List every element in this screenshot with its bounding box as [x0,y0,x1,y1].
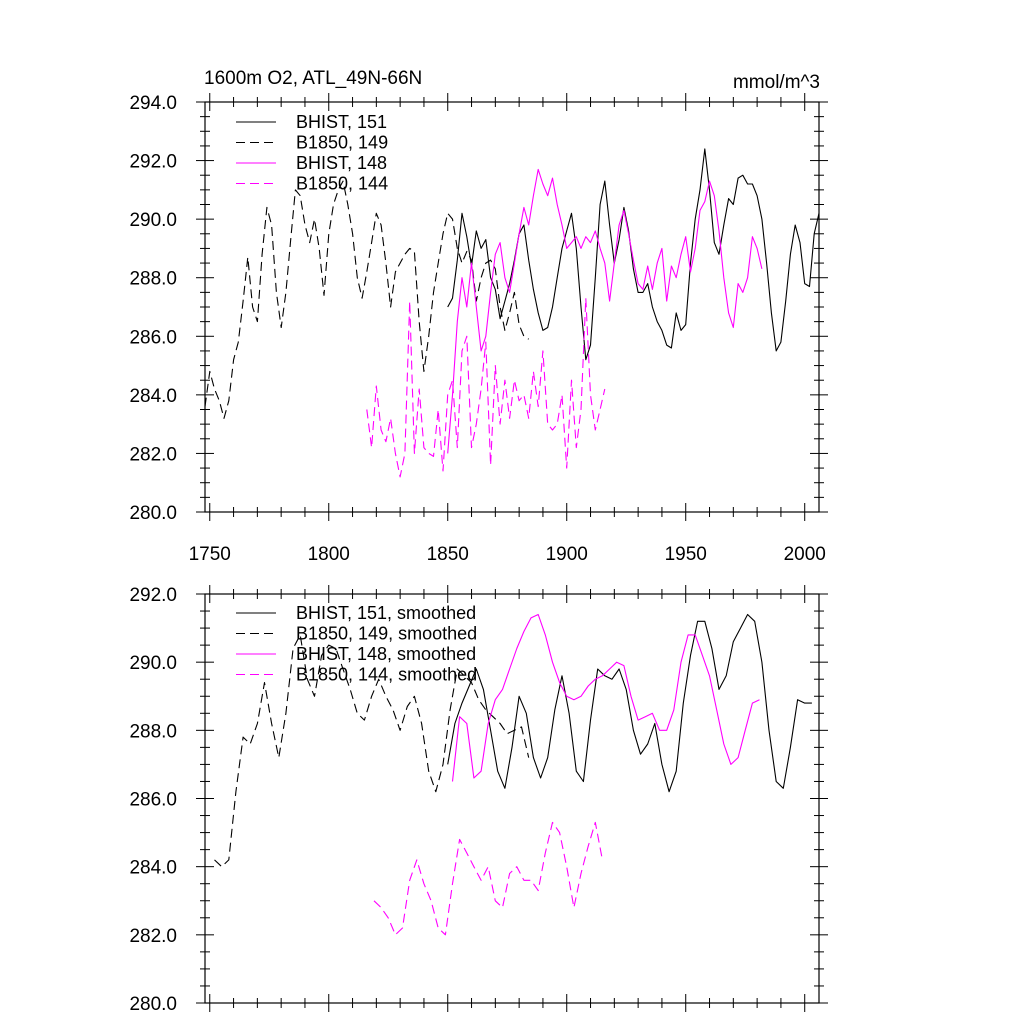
y-tick-label: 282.0 [129,926,177,947]
legend-label-1: B1850, 149 [296,133,388,153]
series-line-1 [204,180,529,419]
y-tick-label: 284.0 [129,858,177,879]
y-tick-label: 288.0 [129,721,177,742]
legend-label-0: BHIST, 151 [296,112,387,132]
units-label: mmol/m^3 [733,72,820,93]
x-tick-label: 1750 [189,544,231,565]
series-line-1 [214,634,530,868]
y-tick-label: 292.0 [129,152,177,173]
x-tick-label: 1950 [665,544,707,565]
x-tick-label: 1900 [546,544,588,565]
y-tick-label: 286.0 [129,790,177,811]
legend-label-2: BHIST, 148 [296,153,387,173]
series-line-2 [451,613,760,782]
legend-label-2: BHIST, 148, smoothed [296,644,476,664]
y-tick-label: 290.0 [129,653,177,674]
y-tick-label: 294.0 [129,93,177,114]
y-tick-label: 286.0 [129,327,177,348]
x-tick-label: 2000 [784,544,826,565]
legend-label-0: BHIST, 151, smoothed [296,603,476,623]
legend-label-1: B1850, 149, smoothed [296,624,477,644]
y-tick-label: 284.0 [129,386,177,407]
legend-label-3: B1850, 144, smoothed [296,665,477,685]
series-line-3 [373,821,603,936]
y-tick-label: 288.0 [129,269,177,290]
bottom-panel: 280.0 282.0 284.0 286.0 288.0 290.0 292.0 BHIST… [129,585,828,1015]
series-line-0 [447,613,812,793]
series-line-2 [447,168,763,454]
top-panel: 1600m O2, ATL_49N-66N mmol/m^3 1750 1800 1… [129,68,828,565]
y-tick-label: 282.0 [129,444,177,465]
y-tick-label: 292.0 [129,585,177,606]
y-tick-label: 290.0 [129,210,177,231]
x-tick-label: 1850 [427,544,469,565]
x-tick-label: 1800 [308,544,350,565]
y-tick-label: 280.0 [129,503,177,524]
series-line-0 [447,148,820,361]
series-line-3 [366,297,606,478]
y-tick-label: 280.0 [129,994,177,1015]
legend-label-3: B1850, 144 [296,174,388,194]
chart-title: 1600m O2, ATL_49N-66N [204,68,422,89]
